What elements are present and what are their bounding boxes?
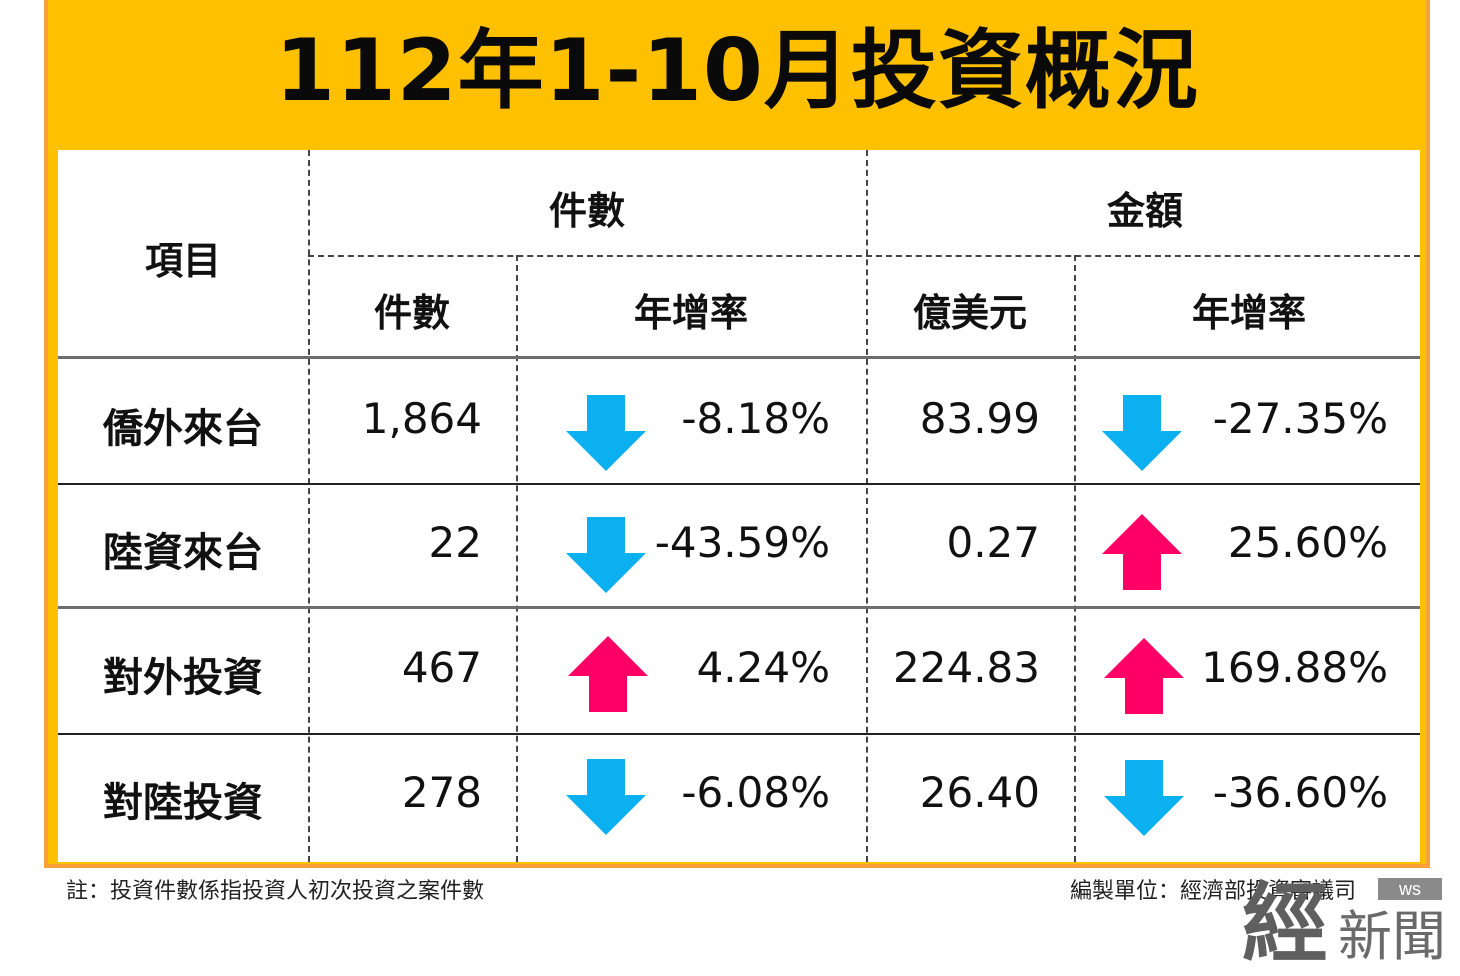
down-arrow-icon xyxy=(564,515,648,595)
logo-big-char: 經 xyxy=(1242,873,1328,974)
count-growth-value: -43.59% xyxy=(654,518,830,567)
amount-growth-value: 169.88% xyxy=(1201,643,1388,692)
header-count-group: 件數 xyxy=(548,189,625,233)
grid-line xyxy=(58,733,1420,735)
row-label: 對陸投資 xyxy=(103,780,263,826)
amount-value: 26.40 xyxy=(919,768,1040,817)
summary-table: 項目 件數 金額 件數 年增率 億美元 年增率 僑外來台 1,864 -8.18… xyxy=(58,150,1420,862)
infographic-frame: 112年1-10月投資概況 項目 件數 金額 件數 年增率 億美元 年增率 僑外… xyxy=(44,0,1430,868)
count-growth-value: -6.08% xyxy=(681,768,830,817)
amount-growth-value: 25.60% xyxy=(1227,518,1388,567)
amount-value: 0.27 xyxy=(946,518,1040,567)
grid-line xyxy=(308,255,1420,257)
header-amount-group: 金額 xyxy=(1106,189,1183,233)
amount-growth-value: -27.35% xyxy=(1212,394,1388,443)
count-growth-value: 4.24% xyxy=(696,643,830,692)
amount-value: 224.83 xyxy=(893,643,1040,692)
header-amount: 億美元 xyxy=(912,291,1027,335)
page-title: 112年1-10月投資概況 xyxy=(275,21,1199,121)
down-arrow-icon xyxy=(1102,758,1186,838)
down-arrow-icon xyxy=(564,757,648,837)
header-count: 件數 xyxy=(373,291,450,335)
count-value: 1,864 xyxy=(361,394,482,443)
count-value: 22 xyxy=(428,518,482,567)
count-value: 278 xyxy=(401,768,482,817)
row-label: 僑外來台 xyxy=(103,406,263,452)
count-value: 467 xyxy=(401,643,482,692)
up-arrow-icon xyxy=(566,634,650,714)
footnote: 註：投資件數係指投資人初次投資之案件數 xyxy=(66,879,485,904)
grid-line xyxy=(58,606,1420,609)
grid-line xyxy=(308,150,310,862)
grid-line xyxy=(58,483,1420,485)
amount-growth-value: -36.60% xyxy=(1212,768,1388,817)
row-label: 陸資來台 xyxy=(103,530,263,576)
header-item: 項目 xyxy=(144,239,221,283)
header-count-growth: 年增率 xyxy=(633,291,748,335)
logo-small-text: 新聞 xyxy=(1338,905,1446,968)
news-logo: ws 經 新聞 xyxy=(1242,876,1448,972)
row-label: 對外投資 xyxy=(103,655,263,701)
grid-line xyxy=(58,356,1420,359)
up-arrow-icon xyxy=(1100,512,1184,592)
grid-line xyxy=(1074,255,1076,862)
header-amount-growth: 年增率 xyxy=(1191,291,1306,335)
down-arrow-icon xyxy=(564,393,648,473)
grid-line xyxy=(516,255,518,862)
source-note: 編製單位：經濟部投資審議司 xyxy=(1070,879,1357,904)
up-arrow-icon xyxy=(1102,636,1186,716)
grid-line xyxy=(866,150,868,862)
down-arrow-icon xyxy=(1100,393,1184,473)
amount-value: 83.99 xyxy=(919,394,1040,443)
logo-tag: ws xyxy=(1378,878,1442,900)
count-growth-value: -8.18% xyxy=(681,394,830,443)
